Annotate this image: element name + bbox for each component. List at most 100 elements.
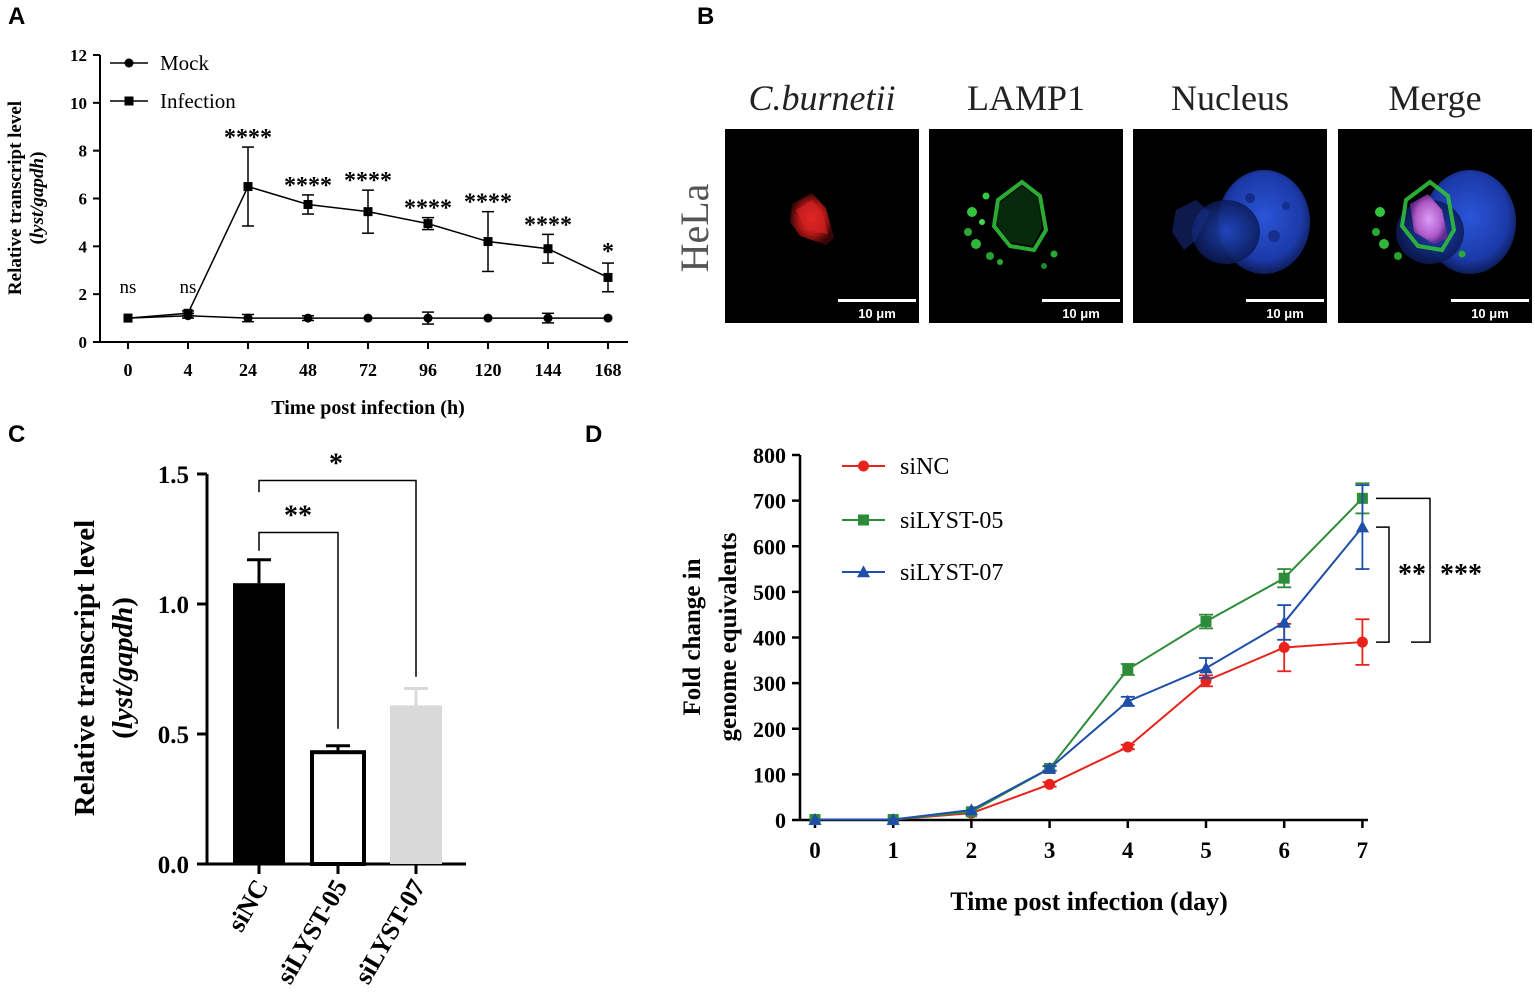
scalebar-label-1: 10 μm [858, 306, 896, 321]
panel-a-xlabel: Time post infection (h) [271, 397, 465, 419]
panel-d-point-silyst-07 [1355, 520, 1369, 533]
col-label-merge: Merge [1388, 78, 1481, 118]
panel-d-xtick-label: 3 [1044, 838, 1056, 863]
panel-d-legend-marker [858, 514, 869, 526]
panel-a-significance-label: ns [180, 277, 197, 298]
panel-d-ytick-label: 0 [775, 808, 786, 833]
panel-a-xtick-label: 144 [535, 360, 562, 380]
panel-a-xtick-label: 168 [595, 360, 622, 380]
panel-d-point-sinc [1044, 778, 1056, 790]
micrograph-merge: 10 μm [1338, 129, 1532, 323]
panel-d-ylabel-line2: genome equivalents [715, 532, 742, 741]
scalebar-label-2: 10 μm [1062, 306, 1100, 321]
panel-d-legend-marker [856, 565, 871, 578]
panel-d-point-sinc [1278, 642, 1290, 654]
panel-a-xtick-label: 24 [239, 360, 257, 380]
panel-d-line-sinc [815, 641, 1363, 821]
panel-a-point-infection [303, 199, 313, 209]
panel-a-point-mock [363, 313, 373, 323]
panel-c-ytick-label: 0.5 [158, 722, 189, 749]
panel-a-ylabel: Relative transcript level (lyst/gapdh) [5, 101, 48, 295]
col-label-cburnetii: C.burnetii [748, 78, 895, 118]
panel-a-point-mock [303, 313, 313, 323]
panel-d-legend-marker [858, 460, 869, 472]
panel-d-ytick-label: 600 [753, 534, 786, 559]
panel-c-xtick-label-group: siNC [222, 875, 275, 937]
panel-d-legend-label: siLYST-07 [900, 560, 1003, 586]
panel-a-significance-label: * [602, 239, 614, 265]
panel-a-xtick-label: 4 [184, 360, 193, 380]
legend-infection-marker [124, 96, 134, 106]
panel-d-point-silyst-05 [1200, 616, 1212, 628]
panel-a-point-mock [243, 313, 253, 323]
panel-d-xtick-label: 1 [887, 838, 899, 863]
panel-d-point-silyst-07 [1121, 694, 1135, 707]
panel-d-point-silyst-07 [1043, 761, 1057, 774]
panel-c-bar-silyst-07 [390, 705, 442, 864]
panel-a-significance-label: **** [524, 212, 572, 238]
panel-d-ytick-label: 700 [753, 489, 786, 514]
panel-d-point-silyst-05 [1122, 663, 1134, 675]
panel-d-xtick-label: 0 [809, 838, 821, 863]
panel-c-bars [233, 558, 442, 867]
panel-a-significance: ns ns******** ******** ********* [120, 125, 614, 298]
panel-c-bracket-05 [258, 531, 339, 729]
panel-d-point-silyst-07 [1277, 615, 1291, 628]
panel-b-micrographs: HeLa C.burnetii LAMP1 Nucleus Merge 10 μ… [672, 78, 1532, 323]
scalebar-line-4 [1451, 299, 1529, 302]
panel-a-ytick-label: 12 [70, 46, 87, 65]
panel-a-legend: Mock Infection [110, 51, 236, 113]
panel-a-xtick-label: 96 [419, 360, 437, 380]
panel-a-significance-label: **** [284, 173, 332, 199]
panel-a-point-infection [363, 207, 373, 217]
panel-d-ytick-label: 200 [753, 717, 786, 742]
panel-a-point-mock [543, 313, 553, 323]
panel-d-point-silyst-07 [1199, 661, 1213, 674]
panel-d-legend-label: siNC [900, 454, 949, 480]
micrograph-cburnetii: 10 μm [725, 129, 919, 323]
panel-c-xtick-label: siLYST-07 [349, 875, 432, 989]
micrograph-lamp1: 10 μm [929, 129, 1123, 323]
panel-a-xtick-label: 72 [359, 360, 377, 380]
panel-d-sig-label-05: *** [1440, 559, 1482, 590]
panel-d-series [808, 482, 1370, 826]
panel-a-point-mock [423, 313, 433, 323]
panel-c-ylabel: Relative transcript level (lyst/gapdh) [69, 520, 139, 816]
panel-c-sig-label-05: ** [284, 501, 312, 532]
legend-mock-marker [124, 58, 134, 68]
panel-c-xtick-label: siLYST-05 [271, 875, 354, 989]
panel-d-significance: ** *** [1376, 497, 1482, 643]
panel-a-point-mock [603, 313, 613, 323]
panel-d-point-sinc [1122, 741, 1134, 753]
panel-a-significance-label: **** [464, 190, 512, 216]
panel-a-point-infection [603, 272, 613, 282]
panel-a-point-infection [183, 308, 193, 318]
panel-a-ylabel-sub: (lyst/gapdh) [27, 152, 48, 245]
panel-d-xtick-label: 7 [1357, 838, 1369, 863]
panel-a-point-infection [423, 219, 433, 229]
panel-c-ylabel-main: Relative transcript level [69, 520, 101, 816]
panel-a-ytick-label: 8 [79, 142, 88, 161]
legend-infection-label: Infection [160, 89, 236, 113]
panel-c-bar-sinc [233, 583, 285, 864]
panel-d-ylabel-line1: Fold change in [679, 558, 706, 715]
panel-d-ytick-label: 800 [753, 443, 786, 468]
panel-letter-c: C [8, 421, 25, 448]
panel-d-point-silyst-07 [964, 803, 978, 816]
panel-d-ytick-label: 400 [753, 626, 786, 651]
panel-letter-d: D [585, 421, 602, 448]
panel-c-xtick-label: siNC [222, 875, 275, 937]
panel-d-ytick-label: 300 [753, 671, 786, 696]
panel-d-ylabel: Fold change in genome equivalents [679, 532, 742, 741]
scalebar-label-3: 10 μm [1266, 306, 1304, 321]
panel-a-point-infection [483, 237, 493, 247]
micrograph-nucleus: 10 μm [1133, 129, 1327, 323]
panel-d-xtick-label: 2 [966, 838, 978, 863]
panel-d-xtick-label: 5 [1200, 838, 1212, 863]
